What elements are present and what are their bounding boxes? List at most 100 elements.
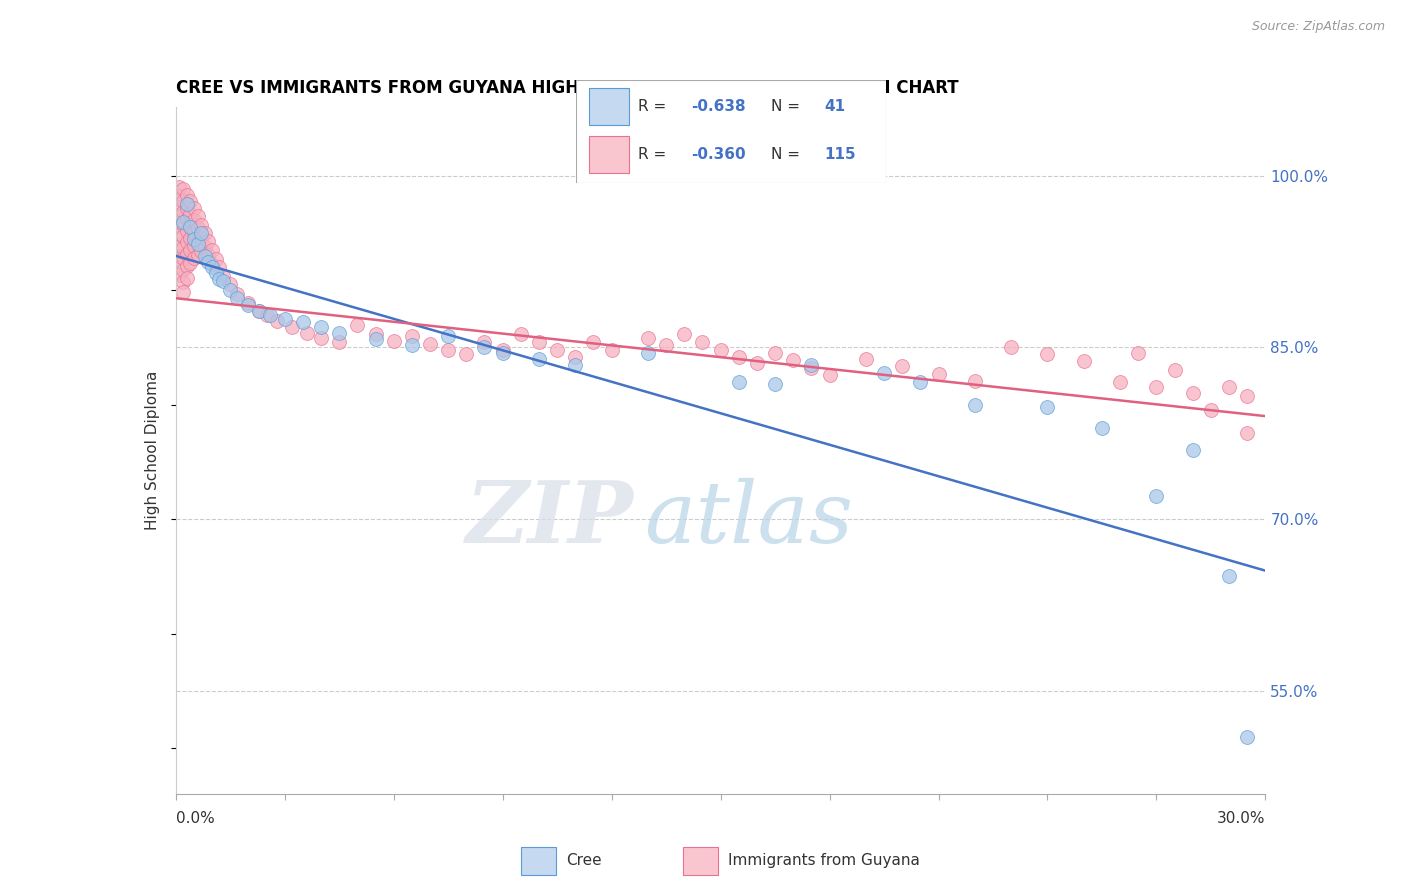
Text: Immigrants from Guyana: Immigrants from Guyana (728, 854, 920, 868)
Point (179, 256, 201, 270)
Point (1236, 388, 1258, 402)
Point (1146, 380, 1168, 394)
Point (190, 226, 212, 240)
Point (1218, 380, 1240, 394)
Point (1091, 420, 1114, 434)
Point (281, 319, 304, 334)
Point (219, 283, 242, 297)
Point (238, 298, 260, 312)
Point (172, 275, 194, 289)
Text: R =: R = (638, 146, 672, 161)
Point (1163, 363, 1185, 377)
Text: atlas: atlas (644, 478, 853, 560)
Point (197, 248, 219, 262)
Point (169, 218, 191, 232)
Point (401, 329, 423, 343)
Point (800, 358, 823, 372)
Point (172, 262, 194, 277)
Point (963, 374, 986, 388)
Point (183, 232, 205, 246)
Point (1181, 386, 1204, 401)
Text: 115: 115 (824, 146, 855, 161)
Point (208, 260, 231, 275)
Point (176, 197, 198, 211)
Point (364, 326, 387, 341)
Point (179, 243, 201, 257)
Point (637, 331, 659, 345)
Point (186, 235, 209, 249)
Point (172, 217, 194, 231)
Bar (683, 847, 718, 875)
Point (176, 188, 198, 202)
Text: Source: ZipAtlas.com: Source: ZipAtlas.com (1251, 20, 1385, 33)
Point (291, 315, 314, 329)
Point (763, 377, 786, 392)
Point (1199, 403, 1222, 417)
Point (238, 295, 260, 310)
Point (179, 194, 201, 208)
Point (172, 214, 194, 228)
Point (179, 218, 201, 232)
Point (692, 334, 714, 349)
Point (212, 269, 235, 284)
Text: N =: N = (772, 99, 806, 114)
Point (169, 180, 191, 194)
Point (364, 333, 387, 347)
Point (910, 375, 932, 389)
Point (873, 366, 896, 380)
Point (963, 398, 986, 412)
Point (309, 331, 332, 345)
Text: N =: N = (772, 146, 806, 161)
Bar (589, 136, 628, 173)
Point (186, 248, 209, 262)
Point (176, 212, 198, 227)
Point (179, 206, 201, 220)
Text: 41: 41 (824, 99, 845, 114)
Point (201, 260, 224, 275)
Point (197, 234, 219, 248)
Point (169, 189, 191, 203)
Point (582, 334, 605, 349)
Point (727, 375, 749, 389)
Point (256, 309, 278, 323)
Point (474, 334, 496, 349)
Point (710, 343, 733, 357)
Point (437, 329, 460, 343)
Point (527, 334, 550, 349)
Point (172, 182, 194, 196)
Point (201, 243, 224, 257)
Point (1128, 346, 1150, 360)
Point (179, 220, 201, 235)
Point (456, 347, 478, 361)
Text: Cree: Cree (567, 854, 602, 868)
Point (172, 285, 194, 300)
Text: -0.360: -0.360 (690, 146, 745, 161)
Point (382, 334, 405, 348)
Point (176, 246, 198, 260)
Point (437, 343, 460, 357)
Point (172, 251, 194, 265)
Point (259, 309, 281, 323)
Point (800, 361, 823, 376)
Point (745, 356, 768, 370)
Point (226, 291, 249, 305)
Point (564, 358, 586, 372)
Point (183, 213, 205, 227)
Point (1109, 375, 1132, 389)
Point (172, 194, 194, 208)
Point (763, 346, 786, 360)
Point (226, 286, 249, 301)
Point (328, 326, 350, 340)
Point (194, 249, 217, 263)
Point (818, 368, 841, 382)
Point (186, 209, 209, 223)
Point (1236, 426, 1258, 441)
Point (186, 221, 209, 235)
Point (546, 343, 568, 357)
Point (1181, 443, 1204, 458)
Point (637, 346, 659, 360)
Point (346, 318, 368, 332)
Point (328, 334, 350, 349)
Point (855, 351, 877, 366)
Point (186, 237, 209, 252)
